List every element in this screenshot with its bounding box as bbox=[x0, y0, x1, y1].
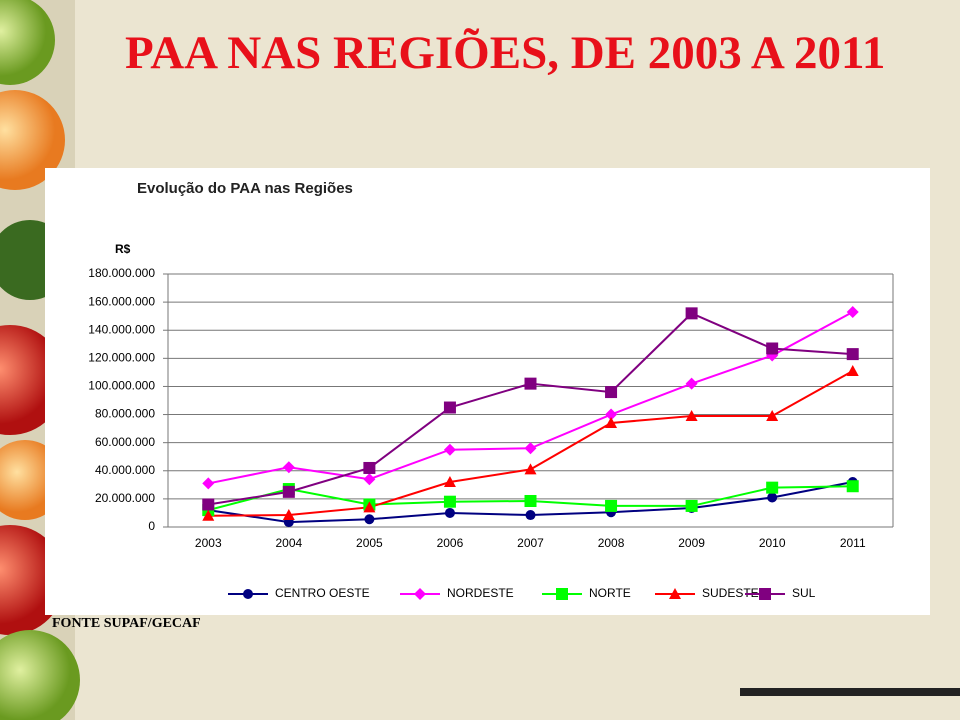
data-point bbox=[605, 499, 618, 512]
chart-background bbox=[45, 168, 930, 615]
x-tick-label: 2004 bbox=[275, 536, 302, 550]
legend-marker bbox=[669, 588, 681, 599]
data-point bbox=[443, 443, 456, 456]
x-tick-label: 2005 bbox=[356, 536, 383, 550]
data-point bbox=[685, 499, 698, 512]
chart-title: Evolução do PAA nas Regiões bbox=[137, 180, 353, 197]
data-point bbox=[363, 461, 376, 474]
data-point bbox=[443, 495, 456, 508]
y-tick-label: 20.000.000 bbox=[95, 491, 155, 505]
legend-label: SUDESTE bbox=[702, 586, 759, 600]
y-tick-label: 100.000.000 bbox=[88, 379, 155, 393]
data-point bbox=[202, 498, 215, 511]
data-point bbox=[846, 364, 859, 376]
legend-label: SUL bbox=[792, 586, 816, 600]
data-point bbox=[846, 480, 859, 493]
data-point bbox=[363, 473, 376, 486]
data-point bbox=[282, 509, 295, 521]
data-point bbox=[524, 463, 537, 475]
legend-marker bbox=[759, 588, 771, 600]
data-point bbox=[846, 348, 859, 361]
data-point bbox=[364, 514, 375, 525]
y-tick-label: 180.000.000 bbox=[88, 266, 155, 280]
data-point bbox=[524, 494, 537, 507]
y-tick-label: 120.000.000 bbox=[88, 351, 155, 365]
x-tick-label: 2009 bbox=[678, 536, 705, 550]
data-point bbox=[525, 510, 536, 521]
slide-title: PAA NAS REGIÕES, DE 2003 A 2011 bbox=[125, 27, 886, 79]
data-point bbox=[443, 401, 456, 414]
y-tick-label: 60.000.000 bbox=[95, 435, 155, 449]
data-point bbox=[524, 442, 537, 455]
x-tick-label: 2003 bbox=[195, 536, 222, 550]
data-point bbox=[282, 461, 295, 474]
x-tick-label: 2010 bbox=[759, 536, 786, 550]
y-tick-label: 140.000.000 bbox=[88, 322, 155, 336]
source-note: FONTE SUPAF/GECAF bbox=[52, 616, 201, 631]
y-axis-label: R$ bbox=[115, 242, 131, 256]
data-point bbox=[605, 408, 618, 421]
data-point bbox=[766, 481, 779, 494]
chart: Evolução do PAA nas Regiões R$ 0 20.000.0… bbox=[45, 168, 930, 615]
data-point bbox=[846, 305, 859, 318]
legend-marker bbox=[414, 588, 426, 600]
decor-bar bbox=[740, 688, 960, 696]
y-tick-label: 0 bbox=[148, 519, 155, 533]
data-point bbox=[685, 409, 698, 421]
data-point bbox=[524, 377, 537, 390]
data-point bbox=[605, 386, 618, 399]
y-tick-label: 80.000.000 bbox=[95, 407, 155, 421]
data-point bbox=[767, 492, 778, 503]
x-tick-label: 2007 bbox=[517, 536, 544, 550]
x-tick-label: 2008 bbox=[598, 536, 625, 550]
y-tick-label: 40.000.000 bbox=[95, 463, 155, 477]
legend-marker bbox=[556, 588, 568, 600]
data-point bbox=[202, 477, 215, 490]
data-point bbox=[202, 509, 215, 521]
legend-label: NORTE bbox=[589, 586, 631, 600]
legend-label: CENTRO OESTE bbox=[275, 586, 370, 600]
x-tick-label: 2006 bbox=[437, 536, 464, 550]
data-point bbox=[443, 476, 456, 488]
data-point bbox=[282, 485, 295, 498]
data-point bbox=[685, 307, 698, 320]
data-point bbox=[363, 501, 376, 513]
data-point bbox=[605, 416, 618, 428]
legend-marker bbox=[243, 589, 253, 599]
data-point bbox=[685, 377, 698, 390]
legend-label: NORDESTE bbox=[447, 586, 514, 600]
y-tick-label: 160.000.000 bbox=[88, 294, 155, 308]
data-point bbox=[444, 507, 455, 518]
x-tick-label: 2011 bbox=[840, 536, 866, 550]
data-point bbox=[766, 342, 779, 355]
data-point bbox=[766, 409, 779, 421]
